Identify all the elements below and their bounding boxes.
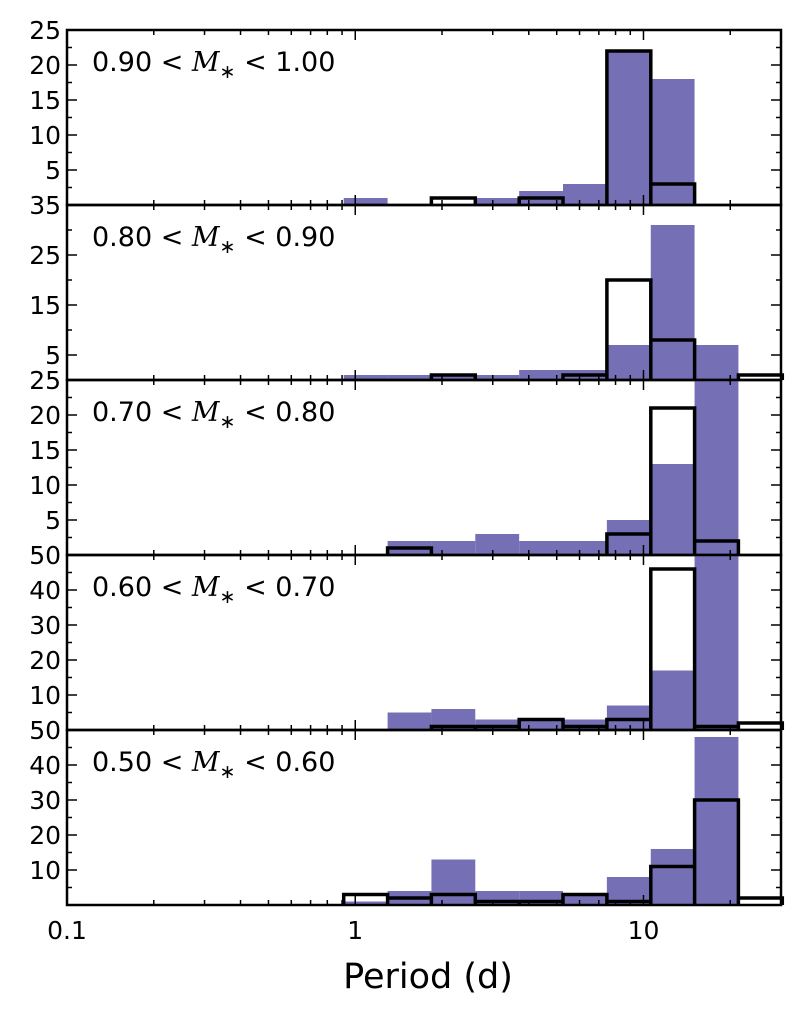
filled-bar	[343, 375, 388, 380]
y-tick-label: 15	[29, 86, 61, 115]
filled-bar	[387, 712, 432, 730]
panel-1: 5 10 15 20 25 0.90 < M∗ < 1.00	[29, 16, 783, 207]
filled-bar	[694, 737, 739, 905]
filled-bar	[431, 375, 476, 380]
filled-bar	[519, 541, 564, 555]
y-tick-label: 10	[29, 856, 61, 885]
filled-bar	[431, 541, 476, 555]
y-tick-label: 25	[29, 241, 61, 270]
filled-bar	[343, 901, 388, 905]
filled-bar	[650, 670, 695, 730]
y-tick-label: 10	[29, 681, 61, 710]
x-tick-label: 1	[347, 916, 363, 945]
filled-bar	[650, 225, 695, 380]
y-tick-label: 50	[29, 716, 61, 745]
y-tick-label: 5	[45, 506, 61, 535]
filled-bar	[650, 849, 695, 905]
panel-5: 10 20 30 40 50 0.50 < M∗ < 0.60	[29, 716, 785, 907]
filled-bar	[431, 859, 476, 905]
outline-histogram	[341, 798, 785, 905]
filled-bar	[694, 380, 739, 555]
panel-4: 10 20 30 40 50 0.60 < M∗ < 0.70	[29, 541, 785, 732]
filled-bar	[563, 184, 607, 205]
filled-bar	[519, 370, 564, 380]
y-tick-label: 20	[29, 401, 61, 430]
y-tick-label: 5	[45, 341, 61, 370]
y-tick-label: 25	[29, 16, 61, 45]
filled-bar	[475, 198, 520, 205]
x-tick-label: 0.1	[47, 916, 87, 945]
y-tick-label: 35	[29, 191, 61, 220]
filled-bar	[650, 79, 695, 205]
filled-bar	[650, 464, 695, 555]
y-tick-label: 50	[29, 541, 61, 570]
y-tick-label: 15	[29, 436, 61, 465]
outline-histogram	[385, 406, 741, 555]
y-tick-label: 30	[29, 611, 61, 640]
y-tick-label: 40	[29, 576, 61, 605]
panel-label: 0.50 < M∗ < 0.60	[92, 747, 335, 783]
x-tick-label: 10	[628, 916, 660, 945]
y-tick-label: 10	[29, 121, 61, 150]
panel-2: 5 15 25 35 0.80 < M∗ < 0.90	[29, 191, 785, 382]
outline-histogram	[429, 567, 785, 730]
y-tick-label: 5	[45, 156, 61, 185]
y-tick-label: 25	[29, 366, 61, 395]
y-tick-label: 20	[29, 51, 61, 80]
filled-bar	[606, 51, 651, 205]
filled-bar	[475, 534, 520, 555]
panel-frame	[65, 728, 783, 907]
filled-bar	[694, 345, 739, 380]
y-tick-label: 20	[29, 821, 61, 850]
y-tick-label: 15	[29, 291, 61, 320]
panel-3: 5 10 15 20 25 0.70 < M∗ < 0.80	[29, 366, 783, 557]
panel-label: 0.70 < M∗ < 0.80	[92, 397, 335, 433]
filled-bar	[563, 894, 607, 905]
filled-bar	[563, 541, 607, 555]
outline-histogram	[429, 49, 697, 205]
filled-bar	[343, 198, 388, 205]
filled-bar	[519, 719, 564, 730]
y-tick-label: 40	[29, 751, 61, 780]
filled-bar	[475, 375, 520, 380]
panel-label: 0.80 < M∗ < 0.90	[92, 222, 335, 258]
y-tick-label: 10	[29, 471, 61, 500]
outline-histogram	[429, 278, 785, 380]
x-axis-label: Period (d)	[343, 957, 513, 997]
panel-label: 0.60 < M∗ < 0.70	[92, 572, 335, 608]
y-tick-label: 20	[29, 646, 61, 675]
panel-label: 0.90 < M∗ < 1.00	[92, 47, 335, 83]
filled-bar	[694, 555, 739, 730]
y-tick-label: 30	[29, 786, 61, 815]
filled-bar	[387, 375, 432, 380]
